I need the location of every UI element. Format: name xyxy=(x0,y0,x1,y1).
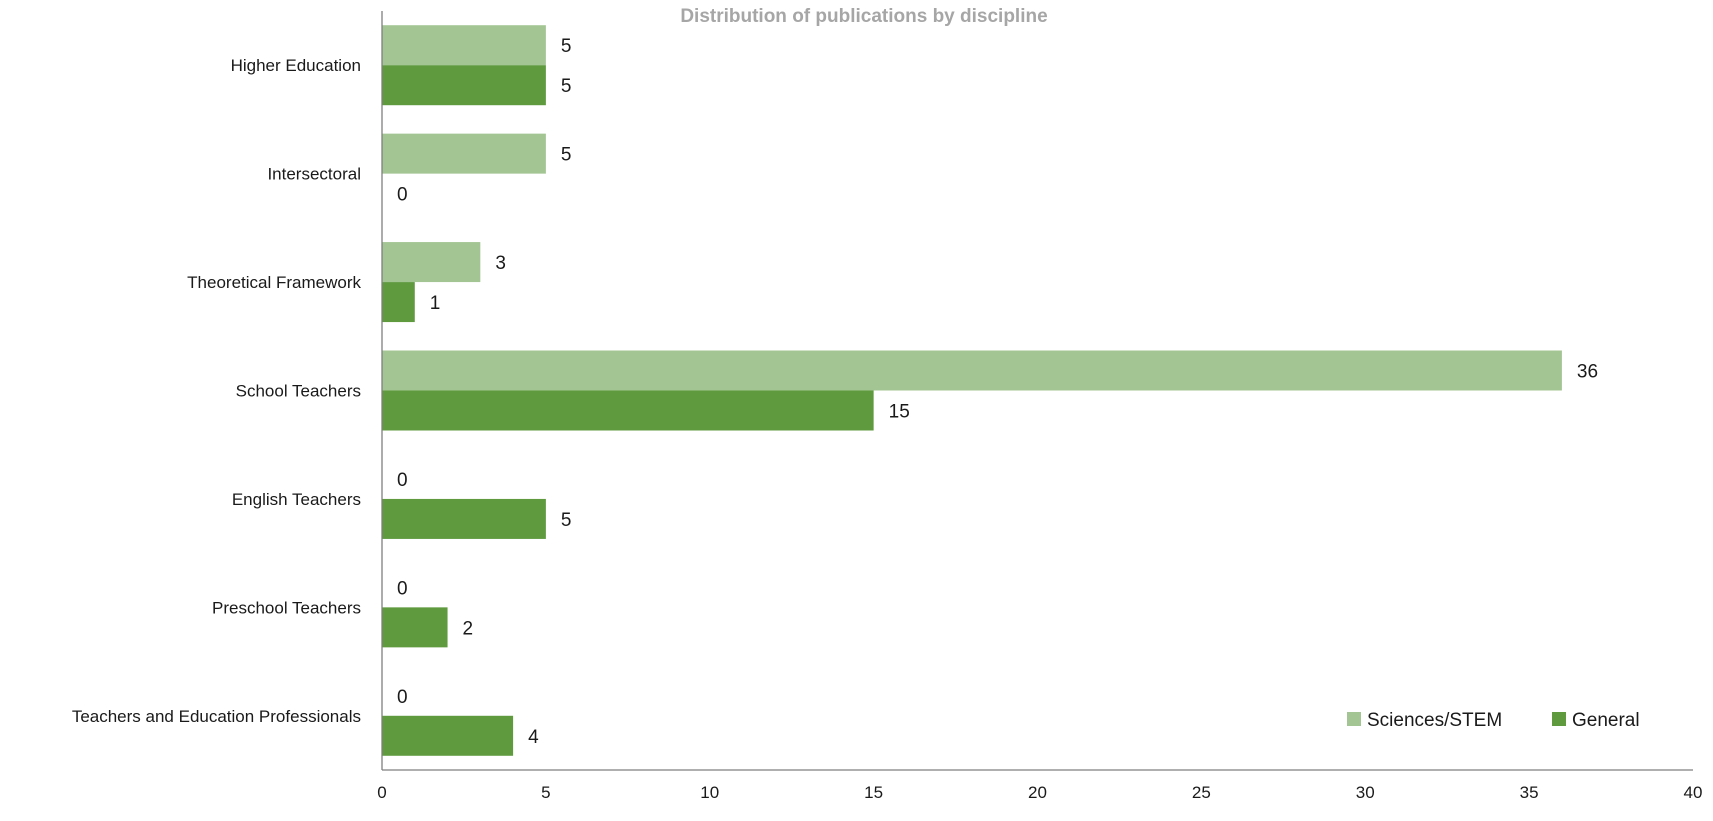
x-tick-label-20: 20 xyxy=(1028,783,1047,802)
data-label-general-theoretical-framework: 1 xyxy=(430,293,441,314)
legend-swatch-sciences-stem xyxy=(1347,712,1361,726)
chart-title: Distribution of publications by discipli… xyxy=(680,6,1047,27)
bars-layer xyxy=(382,25,1562,756)
bar-sciences-stem-intersectoral xyxy=(382,133,546,174)
bar-general-english-teachers xyxy=(382,498,546,539)
legend-swatch-general xyxy=(1552,712,1566,726)
data-label-general-teachers-and-education-professionals: 4 xyxy=(528,727,539,748)
x-tick-label-40: 40 xyxy=(1684,783,1703,802)
data-labels-layer: 5 5 5 0 3 1 36 15 0 5 0 2 0 4 xyxy=(397,36,1598,748)
data-label-sciences-stem-theoretical-framework: 3 xyxy=(495,253,506,274)
bar-general-preschool-teachers xyxy=(382,607,448,648)
bar-sciences-stem-theoretical-framework xyxy=(382,242,481,283)
bar-sciences-stem-higher-education xyxy=(382,25,546,66)
x-tick-label-10: 10 xyxy=(700,783,719,802)
x-tick-label-15: 15 xyxy=(864,783,883,802)
category-label-school-teachers: School Teachers xyxy=(236,382,361,401)
x-tick-label-5: 5 xyxy=(541,783,550,802)
data-label-sciences-stem-teachers-and-education-professionals: 0 xyxy=(397,687,408,708)
x-tick-label-30: 30 xyxy=(1356,783,1375,802)
data-label-sciences-stem-preschool-teachers: 0 xyxy=(397,578,408,599)
data-label-general-higher-education: 5 xyxy=(561,76,572,97)
category-label-english-teachers: English Teachers xyxy=(232,490,361,509)
bar-sciences-stem-school-teachers xyxy=(382,350,1562,391)
x-tick-label-25: 25 xyxy=(1192,783,1211,802)
data-label-general-english-teachers: 5 xyxy=(561,510,572,531)
data-label-sciences-stem-higher-education: 5 xyxy=(561,36,572,57)
bar-general-school-teachers xyxy=(382,390,874,431)
bar-general-teachers-and-education-professionals xyxy=(382,715,514,756)
legend-label-sciences-stem: Sciences/STEM xyxy=(1367,710,1502,731)
bar-general-higher-education xyxy=(382,65,546,106)
category-labels-layer: Higher Education Intersectoral Theoretical… xyxy=(72,56,362,726)
category-label-intersectoral: Intersectoral xyxy=(267,165,361,184)
bar-general-theoretical-framework xyxy=(382,282,415,323)
category-label-teachers-and-education-professionals: Teachers and Education Professionals xyxy=(72,707,361,726)
data-label-general-intersectoral: 0 xyxy=(397,185,408,206)
category-label-preschool-teachers: Preschool Teachers xyxy=(212,598,361,617)
data-label-sciences-stem-intersectoral: 5 xyxy=(561,145,572,166)
data-label-general-preschool-teachers: 2 xyxy=(463,618,474,639)
x-tick-labels-layer: 0 5 10 15 20 25 30 35 40 xyxy=(377,783,1702,802)
data-label-sciences-stem-school-teachers: 36 xyxy=(1577,362,1598,383)
category-label-higher-education: Higher Education xyxy=(231,56,361,75)
legend: Sciences/STEM General xyxy=(1347,710,1640,731)
legend-label-general: General xyxy=(1572,710,1640,731)
data-label-sciences-stem-english-teachers: 0 xyxy=(397,470,408,491)
category-label-theoretical-framework: Theoretical Framework xyxy=(187,273,361,292)
x-tick-label-0: 0 xyxy=(377,783,386,802)
data-label-general-school-teachers: 15 xyxy=(889,402,910,423)
x-tick-label-35: 35 xyxy=(1520,783,1539,802)
